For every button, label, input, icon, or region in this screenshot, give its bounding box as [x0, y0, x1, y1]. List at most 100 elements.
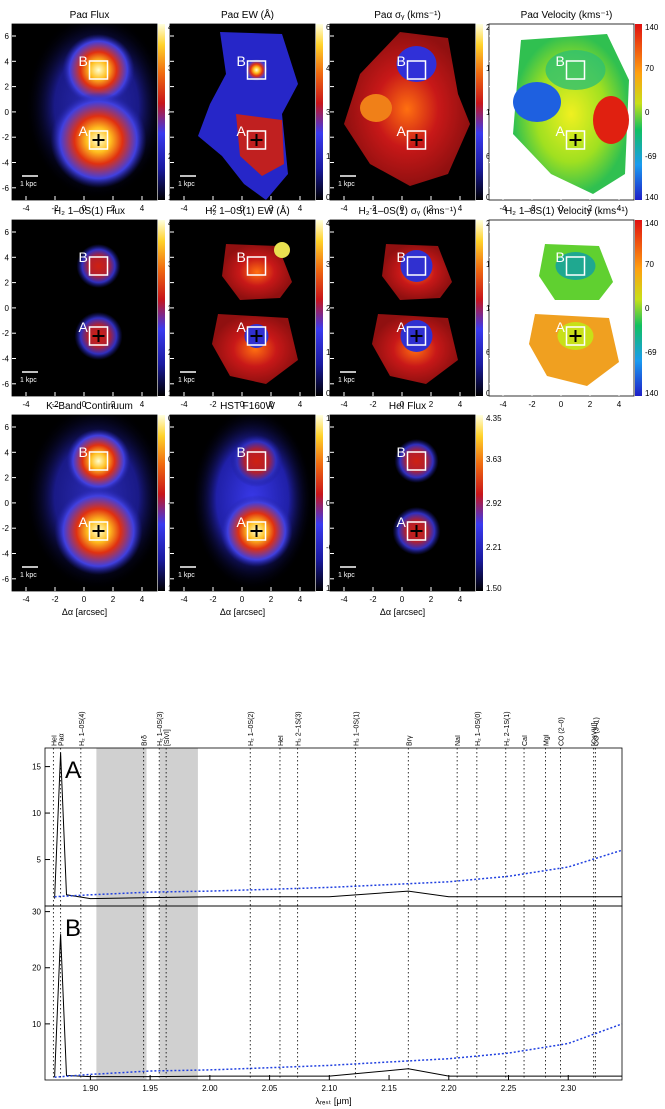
x-tick-label: -2 [51, 400, 59, 409]
x-tick-label: 4 [140, 595, 145, 604]
y-tick-label: 5 [37, 856, 42, 865]
nucleus-b-velocity [545, 50, 606, 90]
y-tick-label: -6 [2, 184, 10, 193]
x-tick-label: 4 [298, 204, 303, 213]
y-tick-label: -6 [2, 575, 10, 584]
x-tick-label: -4 [22, 400, 30, 409]
colorbar [316, 24, 323, 200]
x-tick-label: 4 [298, 595, 303, 604]
high-dispersion-knot [360, 94, 392, 122]
colorbar [158, 415, 165, 591]
x-tick-label: -4 [22, 204, 30, 213]
x-tick-label: 4 [458, 400, 463, 409]
nucleus-b-emission [62, 34, 135, 106]
low-dispersion-b [396, 46, 437, 82]
map-image [170, 24, 315, 200]
map-panel: Paα σᵧ (kms⁻¹)BA1 kpc-4-2024260195130650 [329, 10, 500, 213]
x-tick-label: -4 [180, 204, 188, 213]
region-b-box [565, 256, 586, 276]
x-tick-label: -4 [180, 595, 188, 604]
region-a-box [88, 130, 109, 150]
colorbar [316, 415, 323, 591]
region-b-label: B [79, 249, 88, 265]
x-axis-label: λᵣₑₛₜ [μm] [315, 1096, 351, 1106]
x-tick-label: -2 [369, 595, 377, 604]
region-b-label: B [397, 53, 406, 69]
x-tick-label: 2 [588, 204, 593, 213]
region-a-label: A [237, 123, 247, 139]
region-a-label: A [237, 319, 247, 335]
redshift-region [593, 96, 629, 144]
scale-bar-label: 1 kpc [178, 181, 195, 188]
region-a-box [565, 326, 586, 346]
x-tick-label: 4 [458, 204, 463, 213]
x-tick-label: 1.95 [142, 1084, 158, 1093]
colorbar [158, 220, 165, 396]
x-tick-label: 2.20 [441, 1084, 457, 1093]
x-tick-label: -4 [180, 400, 188, 409]
y-tick-label: 10 [32, 809, 41, 818]
x-tick-label: -2 [209, 400, 217, 409]
y-tick-label: 30 [32, 908, 41, 917]
line-label: MgI [544, 734, 551, 746]
nucleus-b-emission [76, 244, 121, 288]
colorbar-label: 140 [645, 193, 659, 202]
line-label: HeI [51, 735, 58, 746]
masked-band [96, 748, 147, 1080]
map-panel: Paα Velocity (kms⁻¹) B A 1 kpc -4 -2 0 2 4 140 70 0… [488, 10, 659, 213]
scale-bar-label: 1 kpc [20, 572, 37, 579]
region-b-label: B [237, 444, 246, 460]
x-tick-label: 2.10 [322, 1084, 338, 1093]
map-image [489, 220, 634, 396]
line-label: [CaVIII] [592, 723, 599, 746]
map-panel: Paα EW (Å)BA1 kpc-4-20246304723151570 [169, 8, 340, 213]
map-background [330, 415, 475, 591]
spectrum-frame [44, 905, 623, 1081]
region-a-box [88, 326, 109, 346]
map-panel: H₂ 1–0S(1) EW (Å)BA1 kpc-4-202440.030.02… [169, 204, 342, 409]
x-tick-label: -4 [499, 204, 507, 213]
panel-title: HeI Flux [389, 401, 426, 412]
region-a-box [246, 521, 267, 541]
region-b-box [88, 60, 109, 80]
low-dispersion-b [400, 250, 433, 282]
map-image [330, 24, 475, 200]
map-image [12, 24, 157, 200]
x-tick-label: -2 [369, 400, 377, 409]
x-tick-label: 2.25 [501, 1084, 517, 1093]
region-b-box [565, 60, 586, 80]
h2-region-south [212, 314, 298, 384]
x-tick-label: -4 [340, 204, 348, 213]
x-tick-label: 2 [111, 204, 116, 213]
panel-title: Paα EW (Å) [221, 8, 274, 21]
scale-bar-label: 1 kpc [178, 377, 195, 384]
region-a-box [565, 130, 586, 150]
nucleus-cross [250, 525, 263, 537]
map-panel: H₂ 1–0S(1) Velocity (kms⁻¹) B A 1 kpc -4 -2 0 2… [488, 206, 659, 409]
x-tick-label: 2 [588, 400, 593, 409]
x-tick-label: 0 [559, 204, 564, 213]
blueshift-region [513, 82, 561, 122]
x-tick-label: -2 [51, 204, 59, 213]
x-tick-label: -2 [528, 204, 536, 213]
nucleus-cross [250, 330, 263, 342]
region-a-box [406, 521, 427, 541]
line-label: H₂ 1–0S(1) [353, 711, 360, 746]
x-tick-label: 0 [82, 400, 87, 409]
colorbar-label: 2.21 [486, 543, 502, 552]
scale-bar-label: 1 kpc [497, 377, 514, 384]
nucleus-b-velocity [555, 252, 596, 280]
x-axis-label: Δα [arcsec] [380, 607, 425, 617]
region-a-box [88, 521, 109, 541]
y-tick-label: -6 [2, 380, 10, 389]
region-a-label: A [397, 123, 407, 139]
x-tick-label: 0 [240, 595, 245, 604]
x-tick-label: -4 [340, 400, 348, 409]
region-b-label: B [397, 249, 406, 265]
nucleus-b-emission [394, 439, 439, 483]
line-label: Brδ [142, 735, 149, 746]
colorbar-label: 4.35 [486, 414, 502, 423]
region-b-box [246, 256, 267, 276]
y-tick-label: 4 [5, 57, 10, 66]
